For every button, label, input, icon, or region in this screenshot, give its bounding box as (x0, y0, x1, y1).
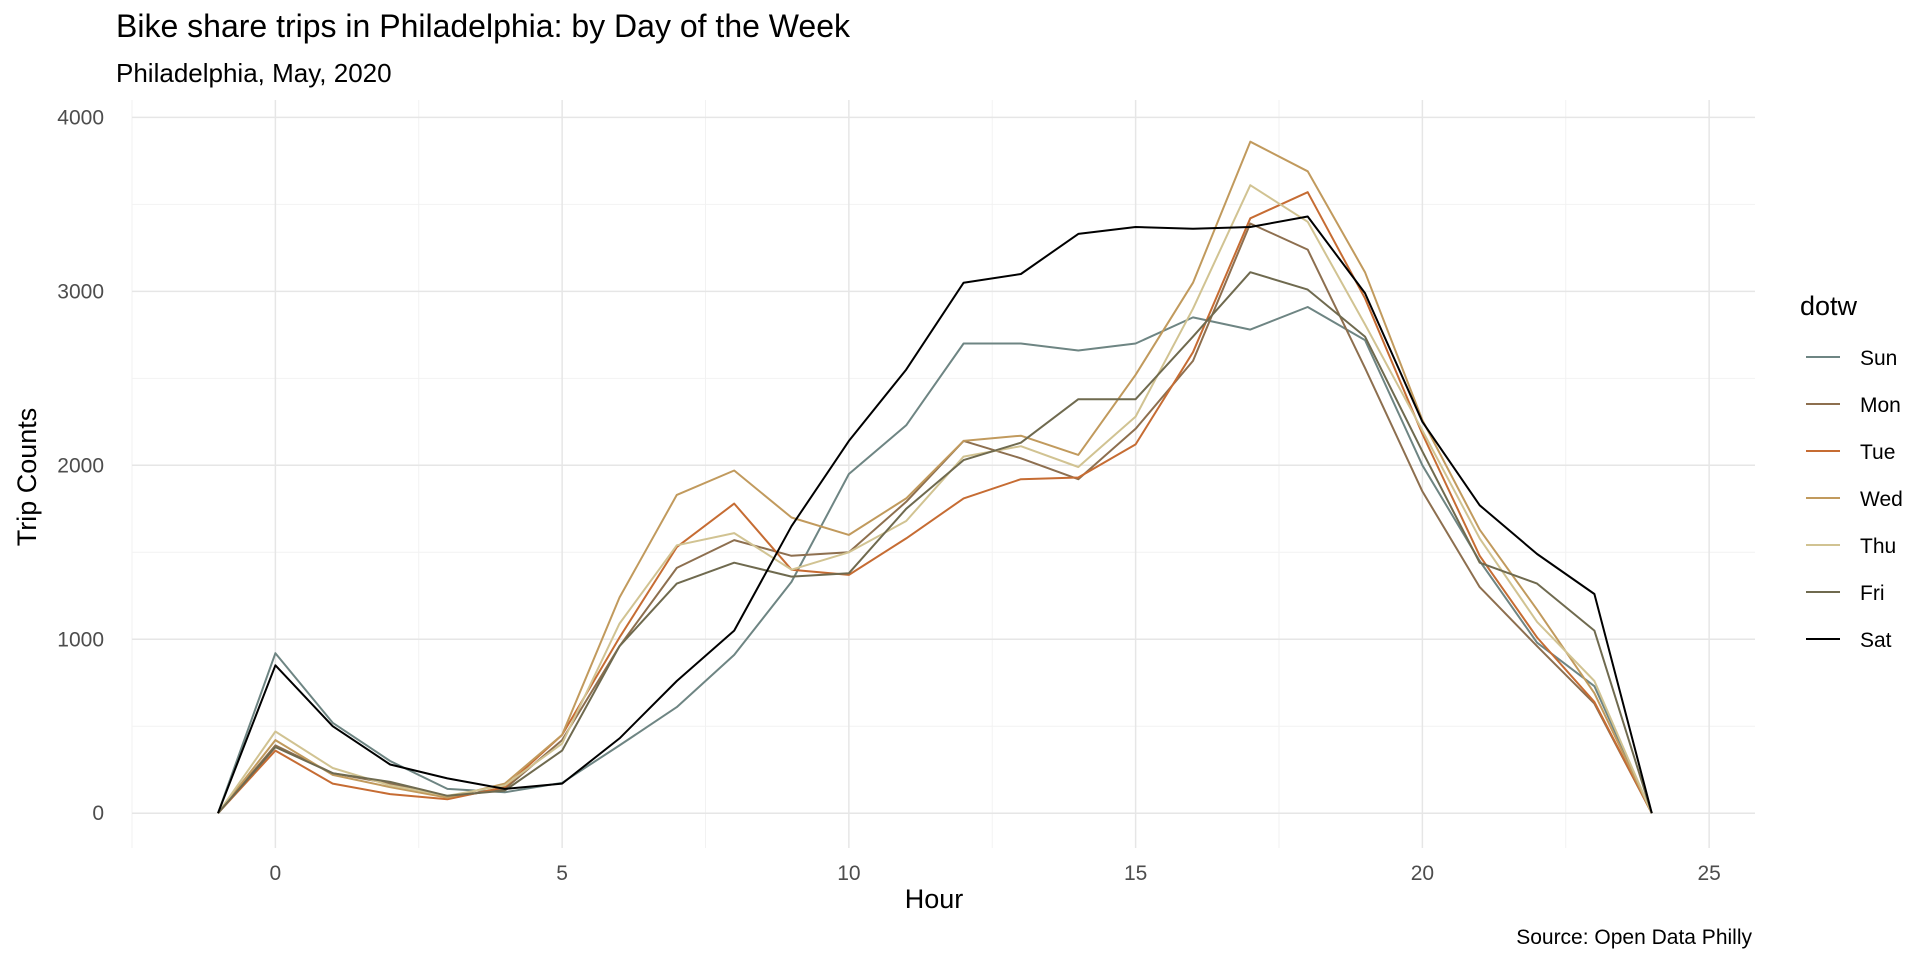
x-tick-label: 0 (270, 862, 282, 885)
series-line-thu (217, 184, 1653, 814)
y-tick-label: 0 (92, 802, 104, 825)
legend-label: Fri (1860, 582, 1885, 605)
legend-item-tue: Tue (1806, 441, 1895, 464)
legend-label: Thu (1860, 535, 1896, 558)
legend-item-sat: Sat (1806, 629, 1892, 652)
legend-item-sun: Sun (1806, 347, 1897, 370)
legend-item-thu: Thu (1806, 535, 1896, 558)
legend-label: Wed (1860, 488, 1903, 511)
y-tick-label: 3000 (57, 280, 104, 303)
series-line-sun (217, 306, 1653, 814)
legend-label: Tue (1860, 441, 1895, 464)
x-tick-label: 10 (837, 862, 860, 885)
y-axis-title: Trip Counts (12, 408, 42, 547)
y-tick-label: 1000 (57, 628, 104, 651)
series-line-sat (217, 215, 1653, 814)
series-line-fri (217, 271, 1653, 814)
chart-subtitle: Philadelphia, May, 2020 (116, 58, 392, 88)
series-line-tue (217, 191, 1653, 814)
x-tick-label: 25 (1697, 862, 1720, 885)
legend-title: dotw (1800, 291, 1858, 321)
y-tick-label: 2000 (57, 454, 104, 477)
grid-lines (131, 100, 1755, 848)
series-lines (217, 140, 1653, 814)
legend-label: Sat (1860, 629, 1892, 652)
chart-title: Bike share trips in Philadelphia: by Day… (116, 8, 851, 44)
x-tick-label: 5 (556, 862, 568, 885)
legend-item-wed: Wed (1806, 488, 1903, 511)
legend-item-mon: Mon (1806, 394, 1901, 417)
legend-item-fri: Fri (1806, 582, 1885, 605)
legend-label: Mon (1860, 394, 1901, 417)
legend-label: Sun (1860, 347, 1897, 370)
y-tick-label: 4000 (57, 106, 104, 129)
x-tick-label: 20 (1411, 862, 1434, 885)
y-axis-ticks: 0 1000 2000 3000 4000 (57, 106, 104, 825)
chart-caption: Source: Open Data Philly (1516, 926, 1752, 949)
x-axis-ticks: 0 5 10 15 20 25 (270, 862, 1721, 885)
x-tick-label: 15 (1124, 862, 1147, 885)
x-axis-title: Hour (905, 884, 964, 914)
legend: dotw Sun Mon Tue Wed Thu Fri Sat (1800, 291, 1903, 652)
